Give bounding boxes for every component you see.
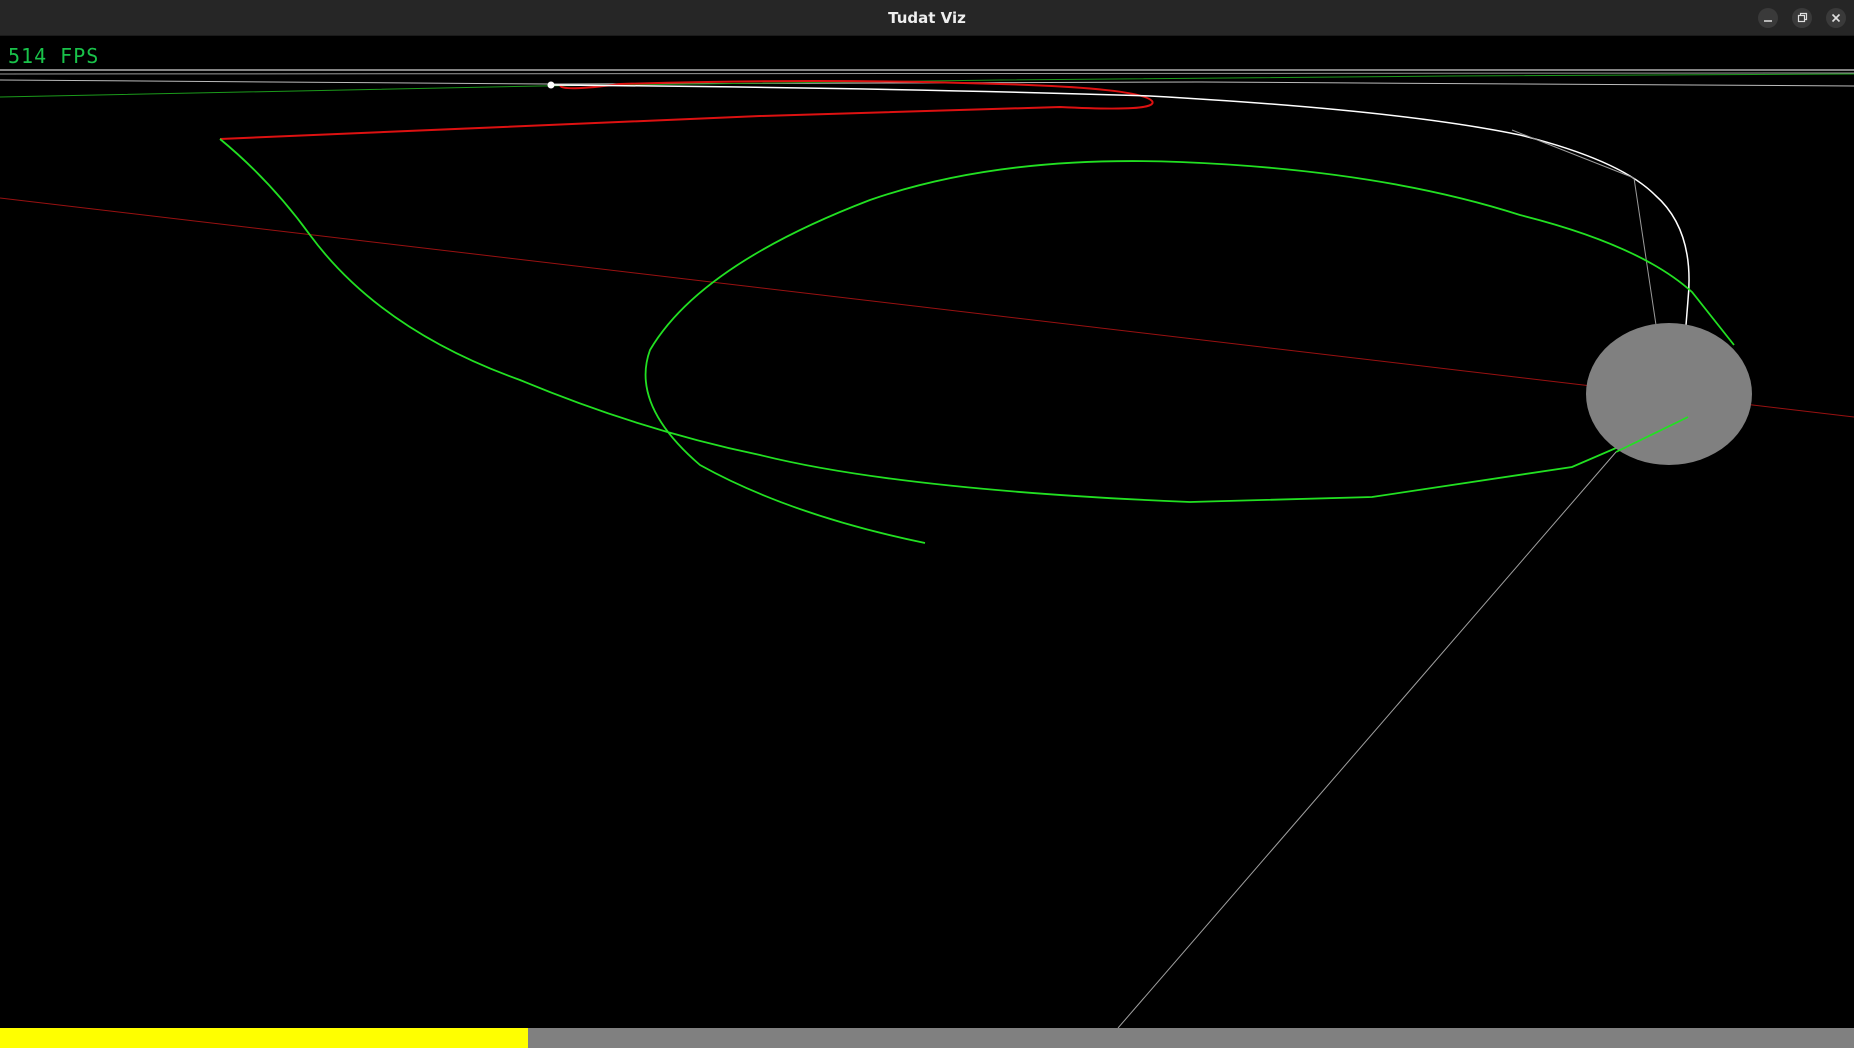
- green-vector: [1615, 416, 1689, 453]
- red-trajectory: [219, 80, 1154, 140]
- restore-icon: [1797, 12, 1808, 23]
- horizon-line-2: [0, 72, 1854, 75]
- minimize-button[interactable]: [1758, 8, 1778, 28]
- timeline-progress-fill: [0, 1028, 529, 1048]
- fps-counter: 514 FPS: [8, 44, 100, 68]
- window-title: Tudat Viz: [888, 9, 966, 27]
- close-button[interactable]: [1826, 8, 1846, 28]
- maximize-button[interactable]: [1792, 8, 1812, 28]
- close-icon: [1831, 13, 1841, 23]
- white-trajectory-segment: [1511, 129, 1635, 179]
- far-green-trajectory: [0, 73, 1854, 98]
- green-trajectory: [219, 138, 1735, 544]
- spacecraft-marker: [547, 81, 555, 89]
- title-bar[interactable]: Tudat Viz: [0, 0, 1854, 36]
- central-body[interactable]: [1586, 323, 1752, 465]
- minimize-icon: [1764, 20, 1772, 22]
- 3d-viewport[interactable]: 514 FPS: [0, 36, 1854, 1028]
- gray-diagonal-line: [1117, 451, 1617, 1028]
- timeline-progress-bar[interactable]: [0, 1028, 1854, 1048]
- white-trajectory: [550, 84, 1690, 326]
- far-white-trajectory: [0, 79, 1854, 87]
- white-trajectory-segment-2: [1633, 177, 1657, 326]
- scene-canvas[interactable]: [0, 36, 1854, 1028]
